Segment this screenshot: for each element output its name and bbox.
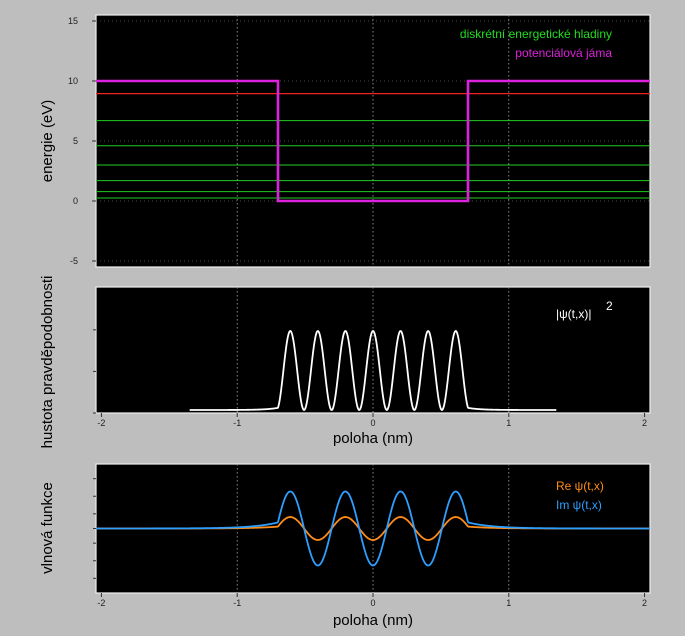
density-y-axis-label: hustota pravděpodobnosti [39, 276, 56, 449]
density-x-tick-label: 1 [506, 418, 511, 428]
density-x-axis-label: poloha (nm) [333, 430, 413, 447]
wave-y-axis-label: vlnová funkce [39, 482, 56, 574]
wave-x-tick-label: -1 [233, 598, 241, 608]
energy-y-axis-label: energie (eV) [39, 100, 56, 183]
wave-x-axis-label: poloha (nm) [333, 612, 413, 629]
wave-x-tick-label: 1 [506, 598, 511, 608]
density-legend-superscript: 2 [606, 299, 613, 313]
legend-potential-label: potenciálová jáma [515, 46, 612, 60]
legend-re-psi-label: Re ψ(t,x) [556, 479, 604, 493]
energy-tick-label: 15 [68, 16, 78, 26]
density-frame [95, 286, 651, 414]
im-psi-line [96, 490, 650, 567]
potential-well-line [96, 79, 650, 203]
wave-plot-area [95, 463, 651, 594]
legend-levels-label: diskrétní energetické hladiny [460, 27, 612, 41]
density-x-tick-label: -2 [97, 418, 105, 428]
energy-plot-area [95, 14, 651, 268]
density-series-line [189, 330, 557, 411]
density-x-tick-label: 2 [642, 418, 647, 428]
wave-x-tick-label: 2 [642, 598, 647, 608]
density-x-tick-label: 0 [370, 418, 375, 428]
density-legend-label: |ψ(t,x)| [556, 307, 591, 321]
density-x-tick-label: -1 [233, 418, 241, 428]
energy-tick-label: 5 [73, 136, 78, 146]
wave-x-tick-label: -2 [97, 598, 105, 608]
energy-tick-label: 0 [73, 196, 78, 206]
energy-tick-label: -5 [70, 256, 78, 266]
wave-x-tick-label: 0 [370, 598, 375, 608]
density-plot-area [95, 286, 651, 414]
energy-tick-label: 10 [68, 76, 78, 86]
legend-im-psi-label: Im ψ(t,x) [556, 498, 602, 512]
